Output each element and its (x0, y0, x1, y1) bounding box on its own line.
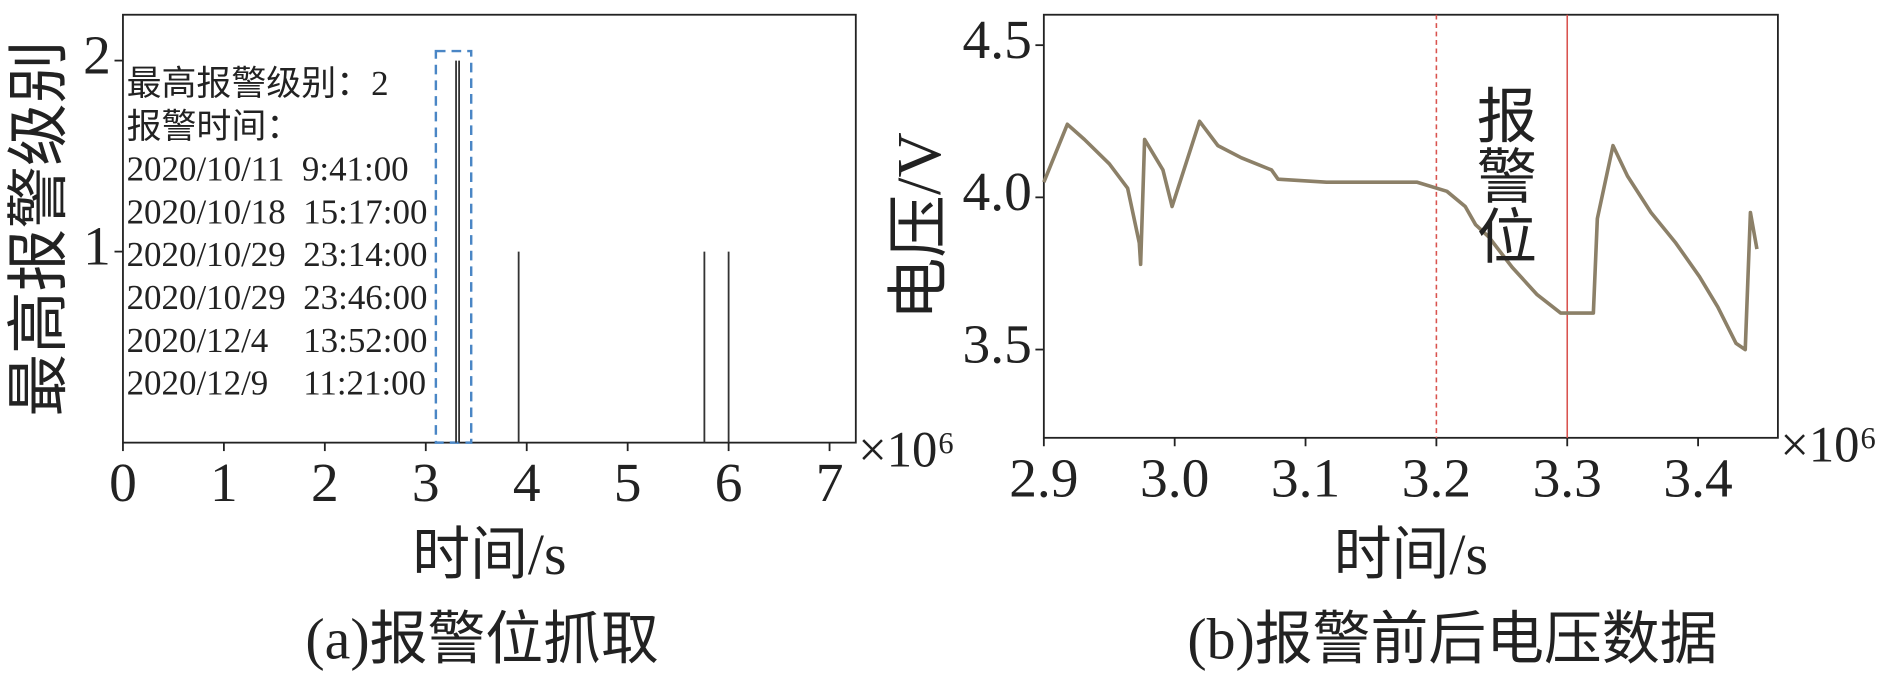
x-tick-label: 6 (715, 452, 743, 513)
x-tick-label: 3 (412, 452, 440, 513)
x-axis-label: 时间/s (1334, 522, 1488, 587)
x-tick-label: 5 (614, 452, 642, 513)
x-tick-label: 4 (513, 452, 541, 513)
annotation-line: 最高报警级别：2 (127, 64, 389, 103)
x-offset-label: ×10⁶ (858, 421, 955, 477)
y-axis-label: 电压/V (884, 132, 954, 320)
y-tick-label: 4.0 (962, 161, 1031, 222)
annotation-line: 2020/12/9 11:21:00 (127, 364, 427, 403)
x-tick-label: 3.0 (1140, 447, 1209, 508)
x-tick-label: 2.9 (1009, 447, 1078, 508)
x-offset-label: ×10⁶ (1780, 416, 1877, 472)
annotation-line: 2020/10/11 9:41:00 (127, 150, 409, 189)
y-tick-label: 4.5 (962, 9, 1031, 70)
highlight-box (434, 49, 473, 444)
x-tick-label: 3.2 (1402, 447, 1471, 508)
x-tick-label: 3.4 (1663, 447, 1732, 508)
voltage-line (1042, 119, 1759, 352)
x-tick-label: 2 (311, 452, 339, 513)
annotation-line: 2020/12/4 13:52:00 (127, 321, 428, 360)
caption: (b)报警前后电压数据 (1187, 606, 1717, 671)
x-tick-label: 0 (109, 452, 137, 513)
annotation: 报警位 (1467, 85, 1535, 266)
annotation-line: 2020/10/29 23:14:00 (127, 235, 428, 274)
y-axis-label: 最高报警级别 (4, 41, 74, 417)
plot-frame (122, 13, 857, 444)
plot-frame (1042, 13, 1779, 439)
y-tick-label: 3.5 (962, 313, 1031, 374)
x-tick-label: 1 (210, 452, 238, 513)
annotation-line: 2020/10/18 15:17:00 (127, 192, 428, 231)
annotation-line: 2020/10/29 23:46:00 (127, 278, 428, 317)
y-tick-label: 1 (83, 215, 111, 276)
x-tick-label: 3.3 (1533, 447, 1602, 508)
x-tick-label: 3.1 (1271, 447, 1340, 508)
annotation-line: 报警时间： (127, 107, 302, 146)
y-tick-label: 2 (83, 24, 111, 85)
x-axis-label: 时间/s (412, 522, 566, 587)
caption: (a)报警位抓取 (305, 606, 658, 671)
x-tick-label: 7 (816, 452, 844, 513)
